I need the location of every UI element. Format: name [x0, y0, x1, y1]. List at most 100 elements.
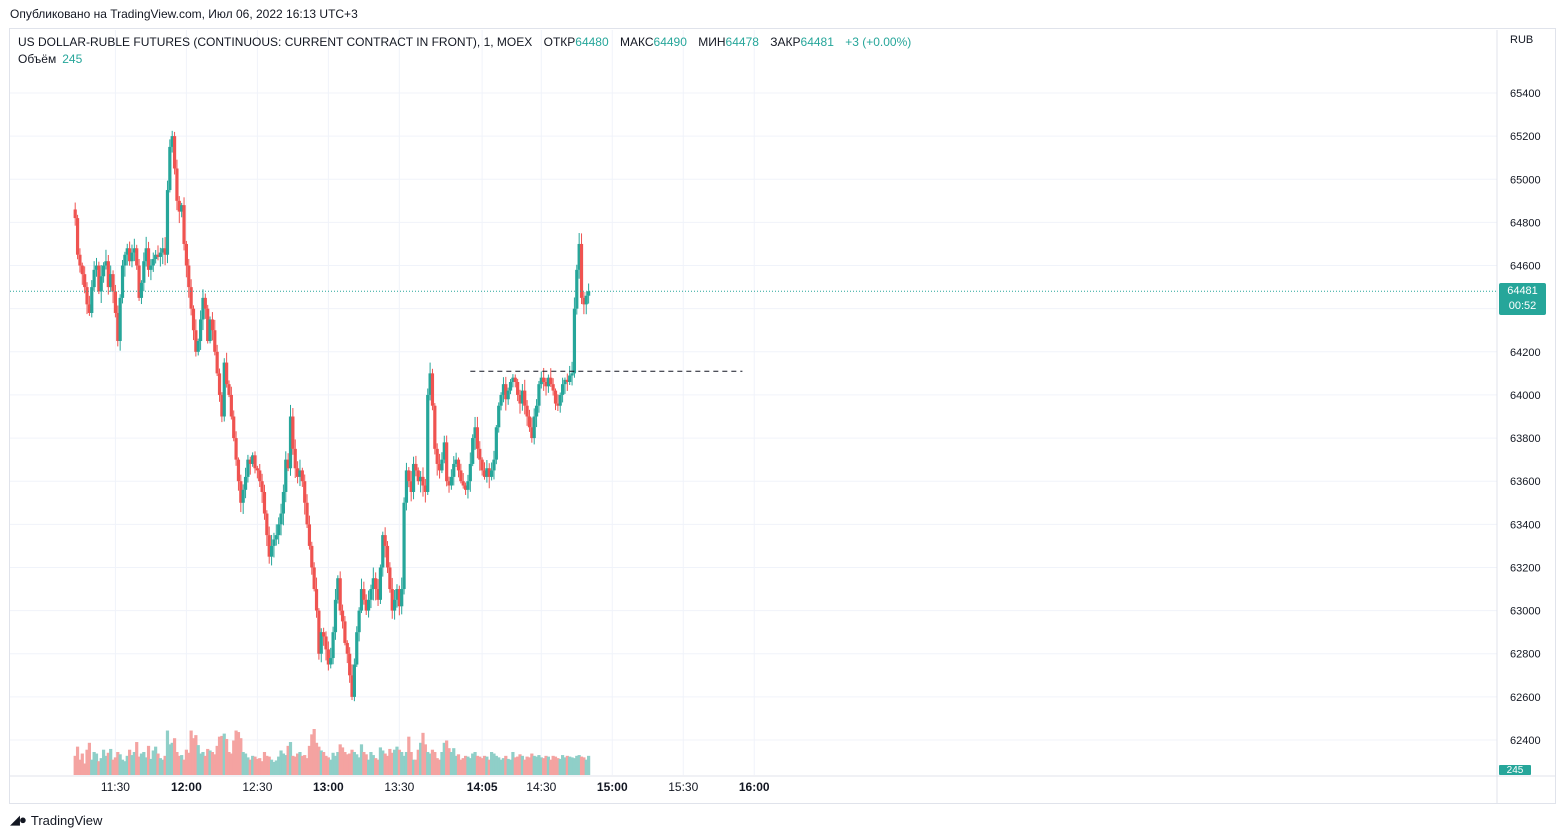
volume-bar	[471, 753, 475, 775]
candles	[73, 130, 591, 702]
candle-body	[279, 513, 283, 525]
volume-bar	[556, 758, 560, 775]
volume-bar	[565, 755, 569, 775]
price-tick-label: 63400	[1510, 519, 1541, 531]
volume-bar	[78, 759, 82, 775]
volume-bar	[139, 753, 144, 775]
volume-bar	[189, 730, 193, 775]
volume-bar	[364, 754, 368, 775]
volume-bar	[542, 758, 546, 775]
candle-body	[456, 459, 461, 471]
candle-body	[151, 259, 155, 266]
volume-bar	[527, 757, 532, 775]
currency-label[interactable]: RUB	[1510, 34, 1534, 46]
candle-body	[530, 427, 534, 439]
volume-bar	[184, 749, 188, 775]
volume-bar	[109, 748, 113, 775]
volume-bar	[376, 759, 380, 775]
price-tick-label: 65400	[1510, 88, 1541, 100]
price-tick-label: 62600	[1510, 692, 1541, 704]
candle-body	[459, 470, 463, 482]
candle-body	[97, 265, 101, 292]
time-axis[interactable]: 11:30 12:00 12:30 13:00 13:30 14:05 14:30 15:00…	[101, 780, 770, 794]
time-tick-label: 15:00	[597, 780, 628, 794]
high-label: МАКС	[620, 35, 654, 49]
volume-bar	[149, 758, 153, 775]
candle-body	[414, 463, 418, 471]
candle-body	[478, 448, 482, 460]
price-tick-label: 63200	[1510, 562, 1541, 574]
candle-body	[286, 459, 290, 469]
volume-bar	[215, 745, 219, 775]
volume-bar	[265, 755, 269, 775]
candle-body	[440, 459, 444, 471]
volume-bar	[128, 749, 132, 775]
candle-body	[445, 442, 449, 482]
time-tick-label: 12:00	[171, 780, 202, 794]
volume-bar	[395, 746, 399, 775]
volume-bar	[267, 756, 271, 775]
time-tick-label: 13:00	[313, 780, 344, 794]
candle-body	[473, 427, 477, 439]
candle-body	[73, 209, 77, 219]
footer-brand[interactable]: ◢● TradingView	[10, 812, 102, 828]
volume-bar	[501, 758, 506, 775]
volume-bar	[111, 759, 115, 775]
candle-body	[206, 308, 210, 342]
time-tick-label: 16:00	[739, 780, 770, 794]
volume-bar	[577, 755, 581, 775]
candle-body	[262, 491, 267, 514]
volume-bar	[506, 758, 510, 775]
volume-bar	[288, 742, 293, 775]
volume-bar	[393, 749, 397, 775]
volume-bar	[366, 759, 371, 775]
volume-bar	[584, 759, 588, 775]
volume-bar	[303, 755, 307, 775]
price-axis[interactable]: 62400 62600 62800 63000 63200 63400 63600 63800…	[1510, 88, 1541, 747]
volume-bar	[94, 753, 99, 775]
volume-bar	[281, 753, 286, 775]
candle-body	[232, 416, 236, 439]
candle-body	[125, 248, 129, 255]
candle-body	[579, 243, 584, 298]
volume-bar	[504, 755, 508, 775]
volume-bar	[345, 754, 349, 775]
volume-bar	[274, 760, 278, 775]
symbol-name[interactable]: US DOLLAR-RUBLE FUTURES (CONTINUOUS: CUR…	[18, 35, 533, 49]
volume-bar	[362, 752, 366, 775]
volume-bar	[194, 735, 198, 775]
volume-bar	[532, 755, 536, 775]
volume-bar	[419, 742, 423, 775]
candle-body	[466, 481, 470, 490]
candle-body	[468, 463, 472, 482]
volume-bar	[277, 756, 281, 775]
candle-body	[395, 589, 399, 600]
candle-body	[241, 489, 245, 503]
volume-bar	[333, 755, 338, 775]
candle-body	[428, 373, 432, 395]
volume-bar	[582, 757, 586, 775]
candle-body	[393, 599, 397, 611]
candle-body	[513, 377, 517, 382]
candle-body	[423, 485, 427, 492]
candle-body	[85, 287, 89, 305]
candle-body	[234, 438, 238, 460]
candle-body	[433, 405, 437, 449]
volume-bar	[234, 730, 238, 775]
candle-body	[385, 545, 390, 568]
candle-body	[236, 459, 241, 482]
candle-body	[494, 427, 498, 460]
candle-body	[303, 481, 307, 503]
candle-body	[296, 468, 300, 477]
published-caption: Опубликовано на TradingView.com, Июл 06,…	[10, 7, 358, 21]
candle-body	[120, 265, 125, 298]
candle-body	[480, 459, 484, 471]
candle-body	[508, 381, 513, 391]
candle-body	[404, 470, 409, 503]
volume-bar	[381, 750, 385, 775]
candle-body	[101, 265, 106, 277]
candle-body	[560, 384, 565, 395]
volume-bar	[355, 754, 359, 775]
volume-bar	[319, 750, 323, 775]
